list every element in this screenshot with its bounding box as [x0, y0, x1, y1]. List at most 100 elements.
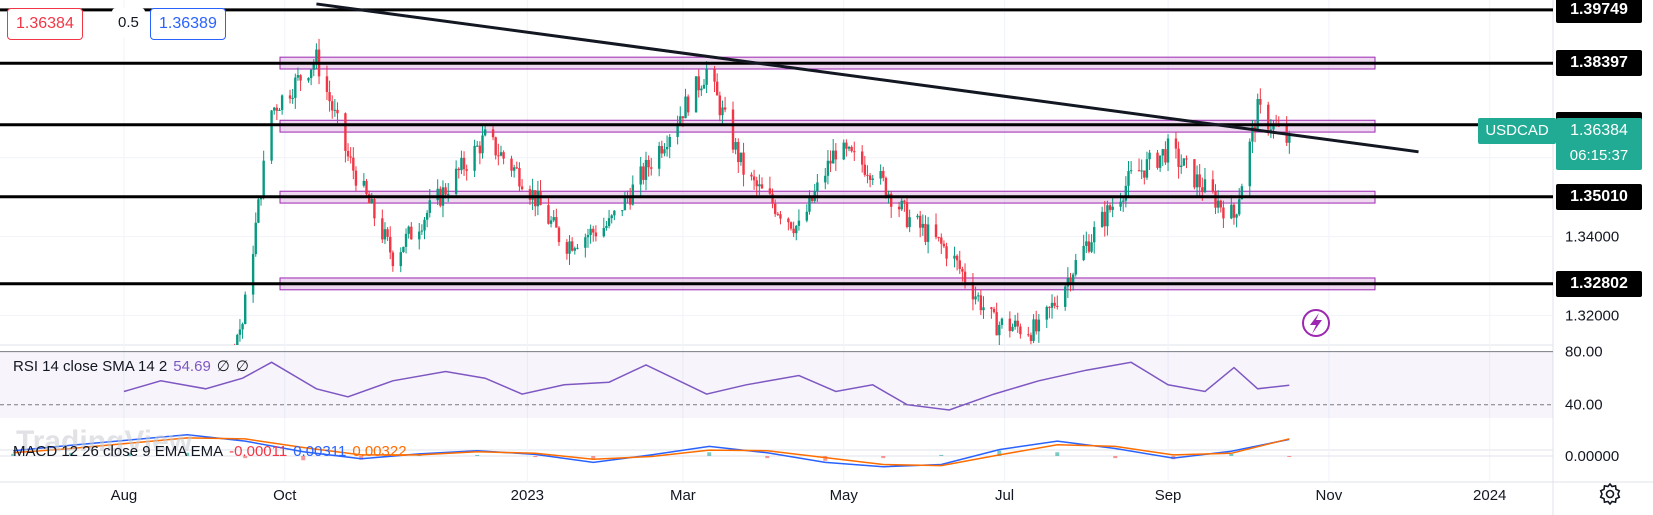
candle-body: [1066, 277, 1070, 287]
bid-price[interactable]: 1.36384: [7, 8, 83, 40]
bar-countdown: 06:15:37: [1569, 147, 1629, 164]
macd-histogram-bar: [475, 454, 480, 456]
candle-body: [1032, 319, 1035, 342]
candle-body: [623, 195, 627, 211]
candle-body: [1164, 149, 1167, 163]
candle-body: [1214, 191, 1217, 208]
candle-body: [1185, 158, 1188, 160]
candle-body: [309, 69, 313, 79]
candle-body: [407, 226, 410, 234]
candle-body: [926, 224, 930, 242]
level-label: 1.38397: [1556, 50, 1642, 77]
settings-gear-icon[interactable]: [1598, 482, 1622, 506]
macd-histogram-bar: [939, 454, 944, 456]
x-tick-label: Nov: [1316, 487, 1343, 504]
candle-body: [1148, 152, 1151, 160]
candle-body: [723, 107, 727, 110]
candle-body: [1267, 104, 1270, 130]
candle-body: [497, 155, 500, 157]
spread-value: 0.5: [112, 8, 145, 38]
candle-body: [1103, 211, 1106, 227]
candle-body: [621, 210, 624, 212]
candle-body: [631, 184, 635, 205]
rsi-band: [0, 351, 1553, 418]
macd-legend[interactable]: MACD 12 26 close 9 EMA EMA -0.00011 0.0031…: [13, 443, 413, 460]
candle-body: [686, 96, 690, 113]
candle-body: [1000, 318, 1004, 325]
candle-body: [889, 193, 893, 207]
candle-body: [1145, 159, 1149, 178]
macd-tick-label: 0.00000: [1565, 448, 1619, 465]
candle-body: [568, 241, 571, 254]
candle-body: [280, 95, 284, 110]
candle-body: [454, 168, 458, 194]
candle-body: [879, 170, 882, 179]
macd-histogram-bar: [1287, 456, 1292, 457]
candle-body: [750, 174, 753, 177]
candle-body: [462, 157, 466, 170]
flash-icon[interactable]: [1302, 309, 1330, 337]
candle-body: [494, 137, 497, 156]
ask-price[interactable]: 1.36389: [150, 8, 226, 40]
macd-label: MACD 12 26 close 9 EMA EMA: [13, 443, 224, 460]
candle-body: [1085, 241, 1088, 246]
candle-body: [697, 76, 700, 91]
candle-body: [238, 329, 242, 335]
candle-body: [373, 199, 376, 219]
candle-body: [826, 160, 830, 176]
candle-body: [259, 197, 263, 200]
candle-body: [325, 76, 329, 93]
candle-body: [1198, 174, 1201, 188]
x-tick-label: Sep: [1155, 487, 1182, 504]
candle-body: [676, 124, 679, 137]
candle-body: [768, 188, 772, 194]
candle-body: [1122, 200, 1125, 202]
candle-body: [607, 218, 611, 226]
candle-body: [418, 231, 421, 240]
candle-body: [333, 109, 337, 111]
candle-body: [665, 146, 669, 150]
candle-body: [275, 107, 279, 111]
candle-body: [1035, 319, 1038, 332]
trendline[interactable]: [316, 2, 1419, 154]
candle-body: [1069, 277, 1072, 286]
candle-body: [565, 242, 569, 254]
candle-body: [1074, 260, 1077, 275]
candle-body: [834, 150, 838, 160]
candle-body: [1045, 306, 1048, 320]
candle-body: [866, 174, 869, 176]
candle-body: [779, 214, 782, 219]
candle-body: [460, 157, 463, 171]
macd-histogram-bar: [1055, 452, 1060, 456]
candle-body: [476, 145, 479, 147]
candle-body: [905, 202, 909, 228]
candle-body: [990, 307, 993, 309]
level-label: 1.32802: [1556, 270, 1642, 297]
candle-body: [808, 196, 811, 212]
candle-body: [592, 228, 595, 233]
macd-pane: [0, 433, 1553, 468]
candle-body: [1111, 206, 1114, 210]
rsi-label: RSI 14 close SMA 14 2: [13, 358, 168, 375]
rsi-value: 54.69: [173, 358, 211, 375]
candle-body: [288, 95, 292, 99]
candle-body: [354, 170, 358, 186]
candle-body: [1106, 205, 1109, 227]
candle-body: [1216, 200, 1220, 208]
candle-body: [251, 254, 255, 295]
candle-body: [1029, 335, 1033, 342]
candle-body: [771, 193, 774, 204]
candle-body: [1219, 200, 1222, 208]
candle-body: [294, 77, 297, 98]
candle-body: [847, 146, 851, 149]
candle-body: [528, 189, 532, 200]
candle-body: [502, 152, 505, 159]
x-tick-label: 2023: [511, 487, 544, 504]
candle-body: [257, 199, 260, 223]
candle-body: [1195, 174, 1199, 188]
rsi-legend[interactable]: RSI 14 close SMA 14 2 54.69 ∅ ∅: [13, 357, 255, 375]
macd-histogram-bar: [765, 456, 770, 459]
macd-signal-value: 0.00322: [352, 443, 407, 460]
level-label: 1.39749: [1556, 0, 1642, 23]
